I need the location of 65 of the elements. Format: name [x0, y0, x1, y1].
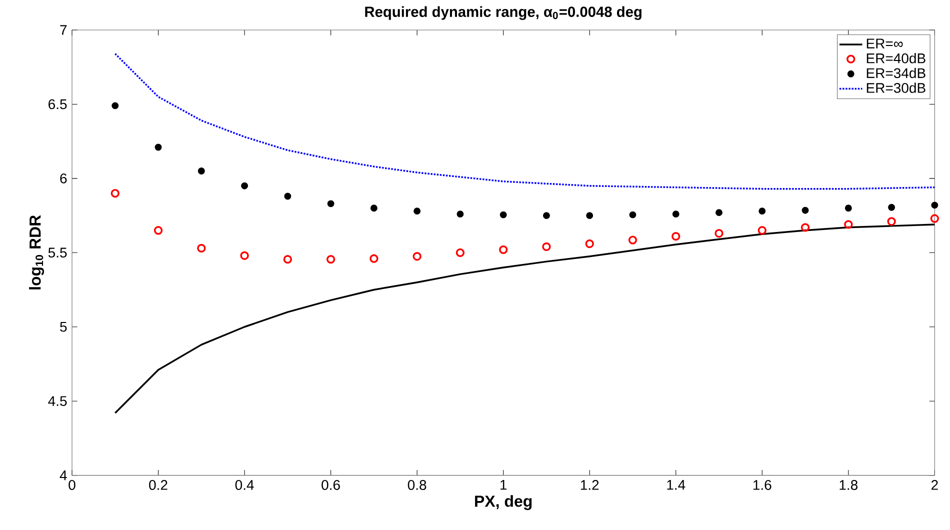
- x-tick-label: 0.2: [149, 480, 168, 490]
- point: [412, 252, 422, 261]
- point: [714, 229, 724, 238]
- point: [284, 192, 292, 200]
- point: [716, 209, 722, 216]
- point: [456, 248, 465, 257]
- point: [887, 217, 896, 226]
- point: [844, 204, 852, 212]
- x-tick-label: 1.2: [580, 480, 599, 490]
- point: [628, 236, 638, 244]
- x-tick-label: 2: [931, 480, 938, 490]
- x-tick-label: 1: [500, 480, 507, 490]
- x-tick-label: 1.6: [753, 480, 772, 490]
- legend-label: ER=∞: [866, 38, 903, 48]
- y-tick-label: 5.5: [48, 248, 67, 258]
- point: [586, 212, 594, 220]
- point: [414, 208, 421, 215]
- point: [240, 251, 249, 260]
- x-tick-label: 0.6: [322, 480, 340, 490]
- point: [672, 232, 680, 241]
- y-tick-label: 5: [60, 322, 67, 332]
- point: [758, 208, 766, 215]
- y-tick-label: 4.5: [48, 396, 67, 406]
- chart-title: Required dynamic range, α$_{0}$=0.0048 deg: [365, 6, 642, 20]
- point: [931, 202, 938, 209]
- x-tick-label: 0.4: [235, 480, 254, 490]
- point: [197, 244, 206, 253]
- point: [844, 220, 853, 229]
- point: [930, 214, 939, 223]
- point: [327, 200, 334, 208]
- y-tick-label: 6: [60, 173, 67, 184]
- point: [585, 239, 594, 248]
- point: [198, 168, 205, 174]
- y-tick-label: 4: [60, 470, 67, 480]
- point: [456, 210, 464, 218]
- point: [112, 102, 119, 110]
- y-tick-label: 7: [60, 25, 67, 35]
- point: [542, 242, 551, 252]
- point: [500, 211, 507, 218]
- point: [802, 206, 809, 214]
- y-axis-title: log$_{10}$ RDR: [29, 215, 44, 290]
- point: [241, 182, 248, 190]
- point: [629, 211, 636, 218]
- point: [326, 255, 336, 264]
- point: [888, 204, 896, 211]
- y-tick-label: 6.5: [48, 99, 67, 110]
- point: [283, 255, 292, 264]
- legend-label: ER=30dB: [866, 82, 926, 93]
- point: [542, 212, 550, 220]
- point: [800, 223, 810, 232]
- point: [154, 144, 162, 151]
- point: [499, 245, 508, 254]
- point: [370, 204, 378, 212]
- point: [370, 254, 378, 263]
- legend-label: ER=40dB: [866, 53, 926, 64]
- point: [758, 226, 766, 235]
- point: [672, 210, 680, 218]
- x-tick-label: 0: [68, 480, 76, 490]
- point: [154, 226, 163, 235]
- x-tick-label: 1.4: [667, 480, 686, 490]
- x-tick-label: 1.8: [840, 480, 858, 490]
- x-tick-label: 0.8: [408, 480, 426, 490]
- x-axis-title: PX, deg: [475, 495, 532, 510]
- point: [110, 188, 120, 198]
- legend-label: ER=34dB: [866, 68, 926, 78]
